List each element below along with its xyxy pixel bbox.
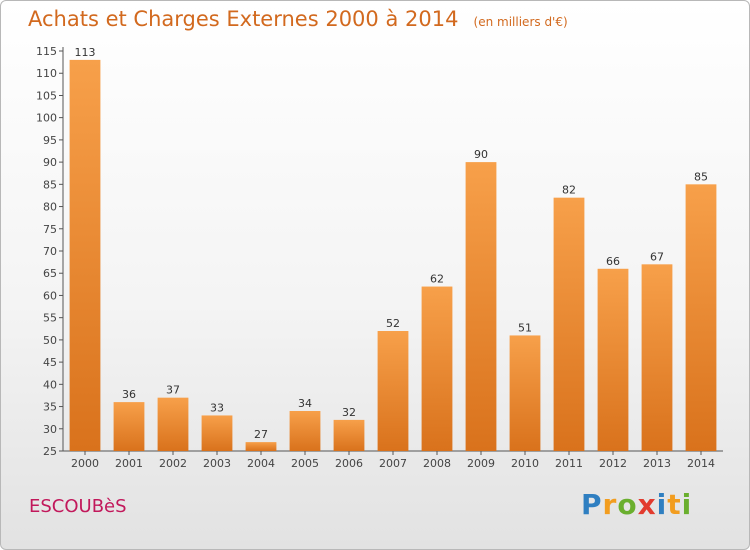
bar-2006 <box>333 419 365 451</box>
y-tick-label: 50 <box>43 334 57 347</box>
y-tick-label: 110 <box>36 67 57 80</box>
bar-2007 <box>377 331 409 451</box>
y-tick-label: 25 <box>43 445 57 458</box>
value-label-2010: 51 <box>518 321 532 334</box>
value-label-2009: 90 <box>474 148 488 161</box>
bar-2002 <box>157 397 189 451</box>
bar-2012 <box>597 268 629 451</box>
bar-2010 <box>509 335 541 451</box>
bar-2001 <box>113 402 145 451</box>
y-tick-label: 65 <box>43 267 57 280</box>
bar-2004 <box>245 442 277 451</box>
bars <box>69 59 717 452</box>
y-tick-label: 90 <box>43 156 57 169</box>
value-label-2012: 66 <box>606 255 620 268</box>
chart-title-block: Achats et Charges Externes 2000 à 2014 (… <box>28 7 568 31</box>
bar-2013 <box>641 264 673 451</box>
y-tick-label: 105 <box>36 89 57 102</box>
logo-letter: P <box>581 488 603 521</box>
y-tick-label: 100 <box>36 112 57 125</box>
y-tick-label: 115 <box>36 45 57 58</box>
chart-title: Achats et Charges Externes 2000 à 2014 <box>28 7 459 31</box>
value-label-2006: 32 <box>342 406 356 419</box>
logo-letter: o <box>617 488 638 521</box>
value-label-2001: 36 <box>122 388 136 401</box>
value-label-2007: 52 <box>386 317 400 330</box>
y-tick-label: 85 <box>43 178 57 191</box>
x-tick-label: 2007 <box>379 457 407 470</box>
value-label-2014: 85 <box>694 170 708 183</box>
bar-2008 <box>421 286 453 451</box>
logo-letter: r <box>602 488 618 521</box>
x-tick-label: 2002 <box>159 457 187 470</box>
logo-letter: t <box>667 488 682 521</box>
x-tick-label: 2013 <box>643 457 671 470</box>
logo-letter: x <box>637 488 657 521</box>
x-tick-label: 2003 <box>203 457 231 470</box>
y-tick-label: 35 <box>43 401 57 414</box>
y-tick-label: 40 <box>43 378 57 391</box>
chart-subtitle: (en milliers d'€) <box>473 15 568 29</box>
x-tick-label: 2010 <box>511 457 539 470</box>
y-tick-label: 75 <box>43 223 57 236</box>
value-label-2005: 34 <box>298 397 312 410</box>
value-label-2013: 67 <box>650 250 664 263</box>
y-tick-label: 45 <box>43 356 57 369</box>
bar-2014 <box>685 184 717 452</box>
x-tick-label: 2001 <box>115 457 143 470</box>
bar-2005 <box>289 411 321 451</box>
x-tick-label: 2005 <box>291 457 319 470</box>
x-tick-label: 2014 <box>687 457 715 470</box>
x-tick-label: 2008 <box>423 457 451 470</box>
logo-letter: i <box>656 488 668 521</box>
x-tick-label: 2006 <box>335 457 363 470</box>
value-label-2011: 82 <box>562 184 576 197</box>
y-tick-label: 30 <box>43 423 57 436</box>
value-label-2004: 27 <box>254 428 268 441</box>
bar-2003 <box>201 415 233 451</box>
x-tick-label: 2009 <box>467 457 495 470</box>
y-tick-label: 80 <box>43 201 57 214</box>
y-tick-label: 60 <box>43 289 57 302</box>
value-labels: 113 36 37 33 27 34 32 52 62 90 51 82 66 67 85 <box>75 46 709 441</box>
value-label-2003: 33 <box>210 401 224 414</box>
value-label-2008: 62 <box>430 273 444 286</box>
axes: 25 30 35 40 45 50 55 60 65 70 75 80 85 90 95 100 105 110 1… <box>36 45 723 470</box>
logo-letter: i <box>681 488 693 521</box>
bar-2009 <box>465 162 497 451</box>
x-tick-label: 2004 <box>247 457 275 470</box>
bar-2011 <box>553 197 585 451</box>
y-tick-label: 55 <box>43 312 57 325</box>
x-tick-label: 2000 <box>71 457 99 470</box>
y-tick-label: 95 <box>43 134 57 147</box>
x-tick-label: 2011 <box>555 457 583 470</box>
x-tick-label: 2012 <box>599 457 627 470</box>
proxiti-logo: Proxiti <box>581 488 692 521</box>
commune-name: ESCOUBèS <box>29 496 127 517</box>
value-label-2002: 37 <box>166 384 180 397</box>
bar-2000 <box>69 59 101 452</box>
value-label-2000: 113 <box>75 46 96 59</box>
y-tick-label: 70 <box>43 245 57 258</box>
